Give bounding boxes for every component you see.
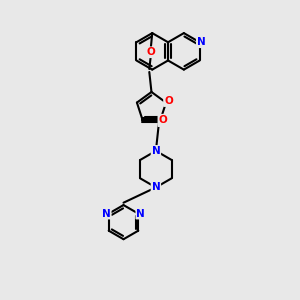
Text: N: N [136, 208, 145, 219]
Text: O: O [164, 96, 173, 106]
Text: N: N [102, 208, 111, 219]
Text: O: O [146, 47, 155, 57]
Text: N: N [158, 116, 167, 126]
Text: O: O [159, 115, 167, 125]
Text: N: N [152, 146, 160, 156]
Text: N: N [152, 182, 160, 192]
Text: N: N [197, 37, 206, 47]
